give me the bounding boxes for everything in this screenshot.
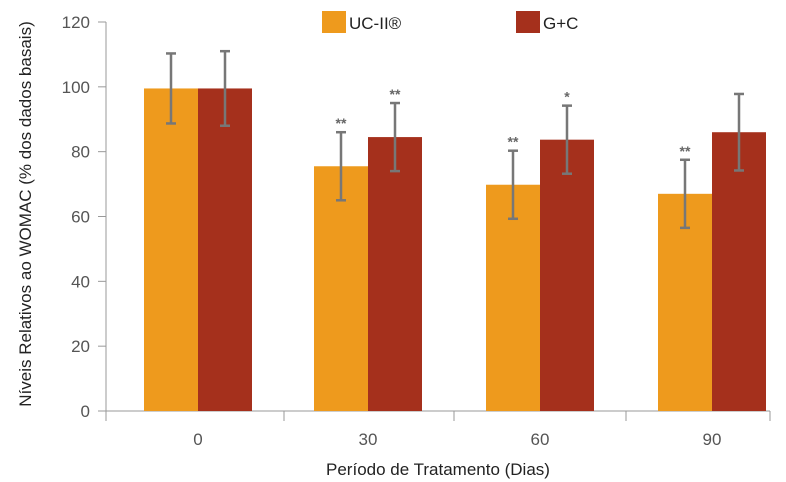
x-tick-label: 90 — [703, 430, 722, 449]
bar — [198, 88, 252, 412]
significance-label: * — [564, 89, 570, 105]
bar — [314, 166, 368, 411]
y-tick-label: 0 — [81, 402, 90, 421]
significance-label: ** — [336, 115, 347, 131]
significance-label: ** — [390, 86, 401, 102]
x-axis-title: Período de Tratamento (Dias) — [326, 460, 550, 479]
y-tick-label: 60 — [71, 208, 90, 227]
legend-label: G+C — [543, 14, 578, 33]
y-axis-title: Níveis Relativos ao WOMAC (% dos dados b… — [16, 21, 35, 406]
y-tick-label: 80 — [71, 143, 90, 162]
x-tick-label: 30 — [359, 430, 378, 449]
y-tick-label: 40 — [71, 272, 90, 291]
y-tick-label: 100 — [62, 78, 90, 97]
significance-label: ** — [680, 143, 691, 159]
bar — [486, 184, 540, 411]
significance-label: ** — [508, 134, 519, 150]
x-axis: 0 30 60 90 — [105, 410, 771, 449]
bars — [144, 88, 766, 412]
bar — [368, 137, 422, 411]
bar — [712, 132, 766, 411]
bar — [658, 193, 712, 411]
legend-swatch — [322, 11, 346, 33]
error-bars — [166, 49, 744, 230]
y-tick-label: 120 — [62, 13, 90, 32]
bar — [144, 88, 198, 412]
significance-markers: ******** * — [336, 86, 691, 159]
y-axis: 0 20 40 60 80 100 120 — [62, 13, 107, 421]
x-tick-label: 60 — [531, 430, 550, 449]
legend: UC-II® G+C — [322, 11, 578, 33]
bar — [540, 139, 594, 412]
x-tick-label: 0 — [193, 430, 202, 449]
y-tick-label: 20 — [71, 337, 90, 356]
legend-swatch — [516, 11, 540, 33]
legend-label: UC-II® — [349, 14, 402, 33]
